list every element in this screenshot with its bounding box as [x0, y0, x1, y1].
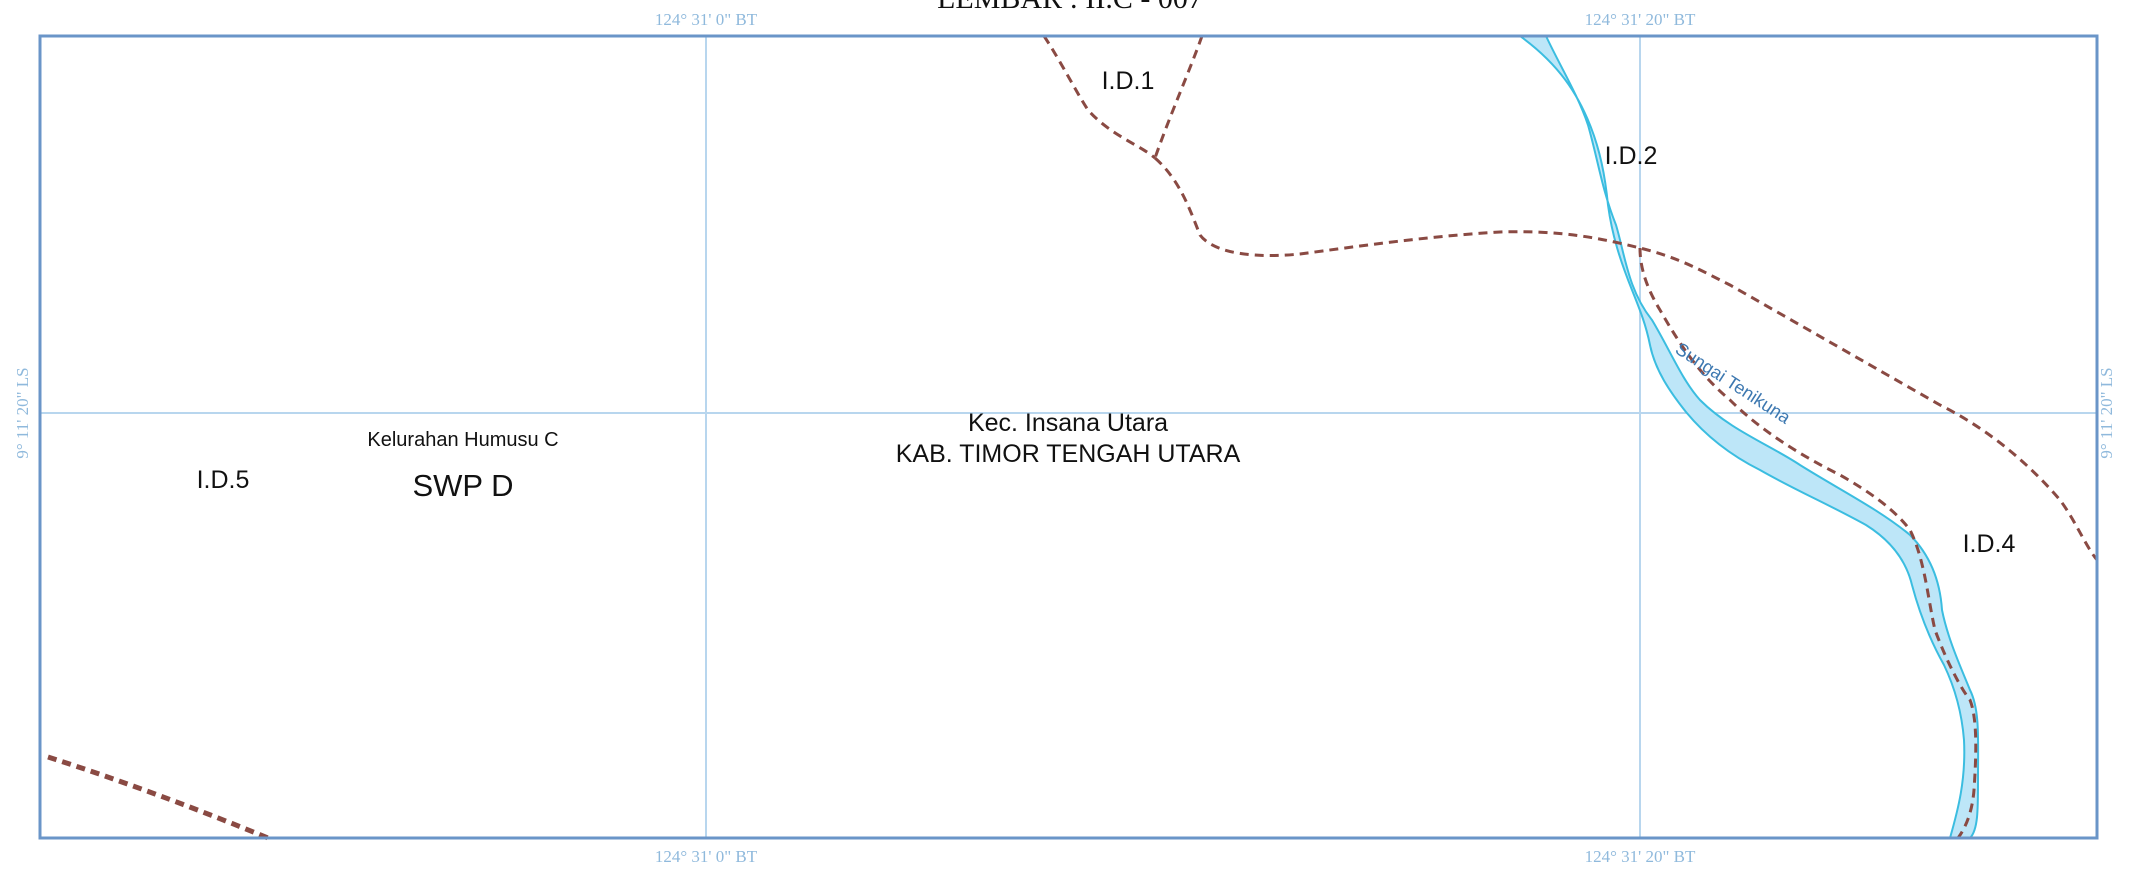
coord-left-lat: 9° 11' 20" LS — [13, 367, 32, 458]
block-label-id2: I.D.2 — [1605, 142, 1658, 170]
admin-boundaries — [47, 35, 2099, 841]
boundary-id1-left — [1042, 35, 1156, 160]
sheet-title: LEMBAR : II.C - 007 — [937, 0, 1203, 15]
swp-label: SWP D — [412, 468, 513, 503]
block-label-id4: I.D.4 — [1963, 530, 2016, 558]
coord-right-lat: 9° 11' 20" LS — [2097, 367, 2116, 458]
block-label-id5: I.D.5 — [197, 466, 250, 494]
coord-top-left: 124° 31' 0" BT — [655, 10, 758, 29]
kecamatan-label: Kec. Insana Utara — [968, 409, 1168, 437]
coord-top-right: 124° 31' 20" BT — [1585, 10, 1696, 29]
coord-bottom-right: 124° 31' 20" BT — [1585, 847, 1696, 866]
kabupaten-label: KAB. TIMOR TENGAH UTARA — [896, 440, 1241, 468]
boundary-id1-right — [1153, 35, 1204, 159]
river-tenikuna — [1516, 35, 1980, 839]
map-frame — [38, 34, 2099, 840]
boundary-southwest — [47, 754, 269, 841]
block-label-id1: I.D.1 — [1102, 67, 1155, 95]
coord-bottom-left: 124° 31' 0" BT — [655, 847, 758, 866]
boundary-main-east-west — [1154, 156, 2099, 561]
boundary-river-east — [1638, 247, 1978, 839]
kelurahan-label: Kelurahan Humusu C — [367, 429, 558, 451]
